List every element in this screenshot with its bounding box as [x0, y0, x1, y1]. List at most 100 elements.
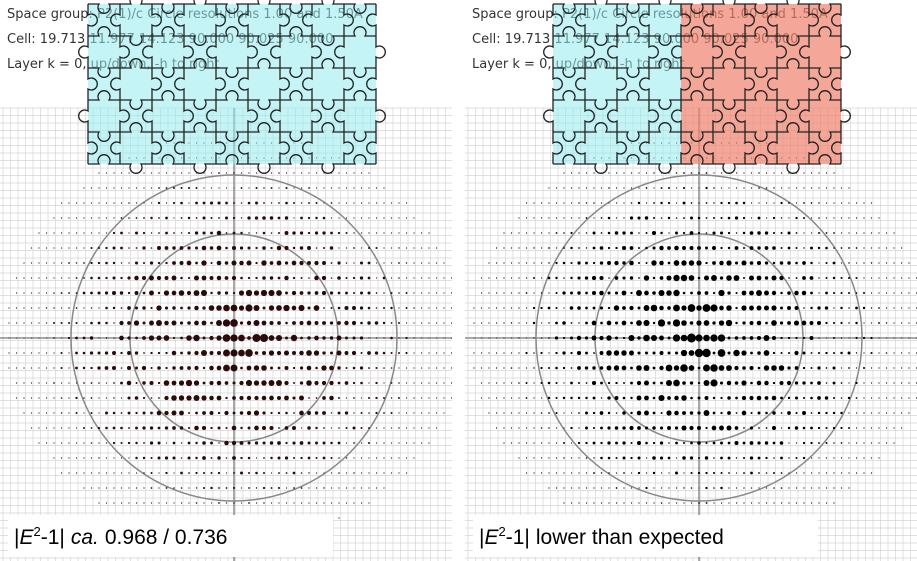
reflection	[510, 397, 513, 399]
reflection	[330, 457, 333, 459]
reflection	[171, 395, 177, 401]
reflection	[687, 304, 696, 312]
reflection	[764, 396, 769, 400]
reflection	[585, 502, 588, 504]
reflection	[665, 364, 673, 372]
reflection	[216, 365, 222, 371]
reflection	[428, 382, 430, 384]
reflection	[473, 337, 475, 339]
reflection	[893, 397, 895, 399]
reflection	[413, 322, 415, 324]
reflection	[285, 291, 288, 295]
reflection	[314, 411, 319, 415]
reflection	[238, 349, 245, 357]
reflection	[614, 276, 619, 280]
reflection	[749, 426, 754, 430]
reflection	[278, 472, 280, 474]
reflection	[488, 307, 490, 309]
puzzle-piece	[216, 36, 248, 68]
reflection	[307, 441, 311, 445]
reflection	[697, 216, 701, 220]
reflection	[697, 291, 701, 295]
reflection	[315, 457, 318, 459]
reflection	[60, 412, 63, 414]
reflection	[570, 472, 573, 474]
reflection	[720, 187, 723, 189]
reflection	[143, 217, 145, 219]
reflection	[218, 442, 220, 444]
reflection	[223, 349, 230, 357]
reflection	[252, 333, 261, 343]
reflection	[383, 187, 385, 189]
reflection	[435, 247, 438, 249]
reflection	[584, 276, 589, 280]
reflection	[127, 276, 131, 280]
reflection	[563, 307, 565, 309]
reflection	[613, 350, 620, 356]
reflection	[817, 246, 821, 250]
reflection	[105, 306, 108, 310]
reflection	[533, 442, 535, 444]
reflection	[690, 187, 693, 189]
reflection	[240, 187, 243, 189]
reflection	[23, 292, 25, 294]
reflection	[750, 381, 753, 385]
reflection	[780, 201, 783, 205]
reflection	[240, 456, 243, 460]
reflection	[803, 472, 805, 474]
reflection	[90, 217, 93, 219]
reflection	[741, 395, 747, 401]
reflection	[89, 351, 94, 355]
reflection	[390, 411, 393, 415]
reflection	[585, 411, 588, 415]
reflection	[540, 292, 543, 294]
reflection	[547, 276, 551, 280]
reflection	[15, 337, 18, 339]
reflection	[120, 351, 123, 355]
reflection	[105, 426, 108, 430]
reflection	[608, 277, 610, 279]
reflection	[398, 472, 400, 474]
reflection	[450, 397, 453, 399]
reflection	[570, 351, 573, 355]
reflection	[98, 172, 100, 174]
reflection	[292, 276, 296, 280]
reflection	[652, 396, 656, 400]
reflection	[300, 277, 303, 279]
reflection	[337, 261, 341, 265]
reflection	[495, 322, 498, 324]
reflection	[367, 351, 371, 355]
reflection	[878, 262, 880, 264]
reflection	[637, 336, 641, 340]
reflection	[405, 367, 408, 369]
reflection	[149, 320, 154, 326]
reflection	[720, 172, 723, 174]
reflection	[300, 456, 303, 460]
reflection	[818, 472, 820, 474]
reflection	[240, 487, 243, 489]
reflection	[120, 231, 123, 235]
reflection	[345, 262, 348, 264]
reflection	[712, 261, 716, 265]
reflection	[503, 277, 505, 279]
reflection	[885, 427, 888, 429]
reflection	[810, 172, 813, 174]
reflection	[330, 262, 333, 264]
reflection	[757, 216, 761, 220]
reflection	[900, 427, 903, 429]
reflection	[863, 322, 865, 324]
reflection	[833, 472, 835, 474]
reflection	[360, 247, 363, 249]
reflection	[30, 322, 33, 324]
reflection	[135, 411, 138, 415]
reflection	[38, 427, 40, 429]
reflection	[741, 260, 747, 266]
reflection	[225, 187, 228, 189]
reflection	[764, 290, 769, 296]
reflection	[75, 366, 78, 370]
reflection	[201, 395, 207, 401]
reflection	[398, 427, 400, 429]
reflection	[450, 277, 453, 279]
reflection	[840, 382, 843, 384]
reflection	[277, 276, 281, 280]
